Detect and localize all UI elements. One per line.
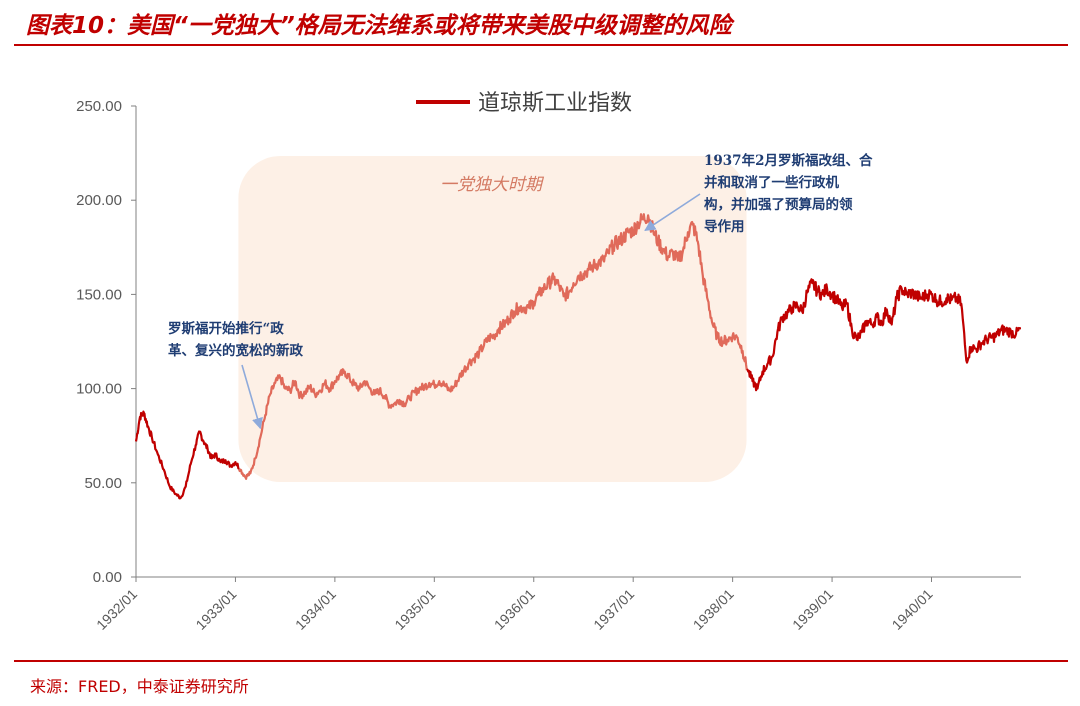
annotation-text: 导作用 — [704, 218, 745, 235]
annotation-text: 革、复兴的宽松的新政 — [168, 342, 303, 359]
series-line — [746, 278, 1022, 392]
annotation-text: 并和取消了一些行政机 — [704, 174, 839, 191]
legend-label: 道琼斯工业指数 — [478, 91, 632, 116]
annotation-arrow — [241, 364, 263, 430]
y-tick-label: 100.00 — [76, 381, 122, 398]
page-title: 图表10：美国“一党独大”格局无法维系或将带来美股中级调整的风险 — [26, 13, 732, 39]
y-tick-label: 150.00 — [76, 286, 122, 303]
series-layer — [134, 213, 1022, 500]
y-axis-ticks: 0.00 50.00 100.00 150.00 200.00 250.00 — [76, 98, 136, 586]
annotation-text: 1937年2月罗斯福改组、合 — [704, 152, 873, 169]
y-tick-label: 250.00 — [76, 98, 122, 115]
x-tick-label: 1933/01 — [192, 586, 239, 633]
y-tick-label: 200.00 — [76, 192, 122, 209]
y-tick-label: 0.00 — [93, 569, 122, 586]
x-tick-label: 1936/01 — [491, 586, 538, 633]
x-tick-label: 1938/01 — [690, 586, 737, 633]
series-line — [134, 410, 240, 500]
highlight-period-label: 一党独大时期 — [440, 175, 545, 195]
x-tick-label: 1935/01 — [391, 586, 438, 633]
x-tick-label: 1937/01 — [590, 586, 637, 633]
x-tick-label: 1939/01 — [789, 586, 836, 633]
axes — [135, 106, 1021, 578]
annotation-layer: 罗斯福开始推行“政革、复兴的宽松的新政 1937年2月罗斯福改组、合并和取消了一些… — [168, 152, 873, 430]
y-tick-label: 50.00 — [84, 475, 122, 492]
highlight-band — [238, 156, 747, 482]
annotation-text: 罗斯福开始推行“政 — [168, 320, 284, 337]
source-rule — [14, 660, 1068, 662]
x-tick-label: 1934/01 — [292, 586, 339, 633]
x-tick-label: 1932/01 — [93, 586, 140, 633]
x-axis-ticks: 1932/01 1933/01 1934/01 1935/01 1936/01 1937/… — [93, 577, 936, 633]
x-tick-label: 1940/01 — [889, 586, 936, 633]
series-line-highlighted — [237, 213, 748, 480]
annotation-arrow — [644, 193, 701, 232]
annotation-text: 构，并加强了预算局的领 — [704, 196, 853, 213]
legend: 道琼斯工业指数 — [416, 91, 632, 116]
title-rule — [14, 44, 1068, 46]
source-note: 来源：FRED，中泰证券研究所 — [30, 677, 249, 696]
chart: 一党独大时期 0.00 50.00 100.00 150.00 200.00 250.00… — [76, 91, 1022, 633]
